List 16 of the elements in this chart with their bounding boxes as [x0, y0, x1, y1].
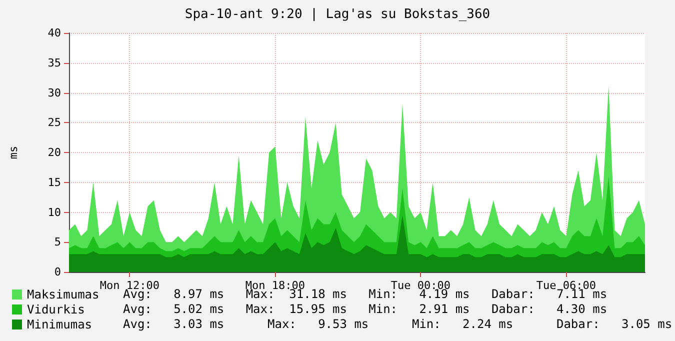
legend-label: Minimumas: [27, 318, 92, 332]
y-tick-label: 15: [48, 176, 61, 189]
legend-label: Maksimumas: [27, 288, 100, 302]
y-tick-label: 10: [48, 206, 61, 219]
y-tick-label: 35: [48, 56, 61, 70]
text: Avg: 3.03 ms Max: 9.53 ms Min: 2.24 ms Dabar: 3.05 ms: [123, 317, 672, 331]
text: Avg: 5.02 ms Max: 15.95 ms Min: 2.91 ms Dabar: 4.30 ms: [123, 302, 608, 316]
legend-label: Vidurkis: [27, 302, 85, 316]
y-axis-title: ms: [7, 146, 20, 160]
y-tick-label: 0: [54, 266, 61, 278]
chart-title: Spa-10-ant 9:20 | Lag'as su Bokstas_360: [184, 7, 490, 22]
y-tick-label: 30: [48, 86, 61, 100]
y-tick-label: 5: [54, 236, 61, 249]
y-tick-label: 25: [48, 116, 61, 130]
y-tick-label: 20: [48, 146, 61, 159]
y-tick-label: 40: [48, 26, 61, 40]
